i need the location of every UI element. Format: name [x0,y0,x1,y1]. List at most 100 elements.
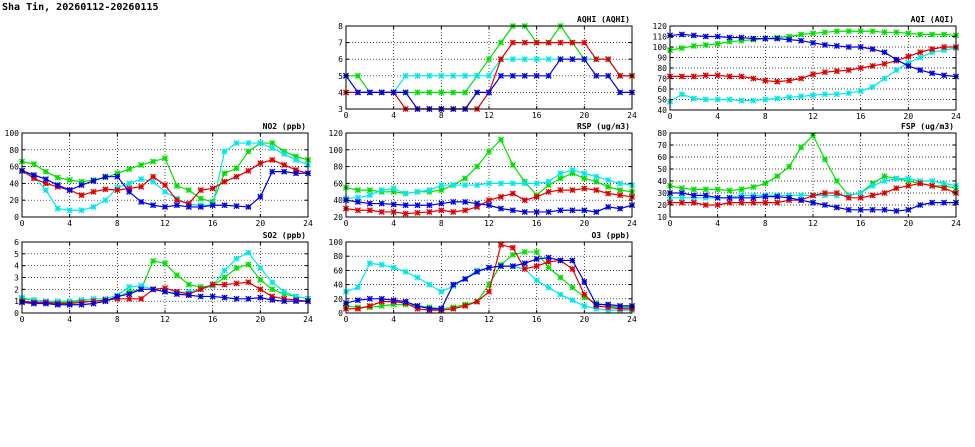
data-point [161,182,169,189]
x-tick-label: 16 [208,315,218,324]
data-point [497,193,504,200]
data-point [497,263,504,270]
y-tick-label: 1 [14,297,19,306]
data-point [569,166,576,174]
x-tick-label: 4 [391,111,396,120]
data-point [173,291,180,298]
data-point [485,180,493,187]
data-point [750,35,757,42]
data-point [521,260,528,267]
data-point [126,291,133,298]
data-point [678,73,685,80]
data-point [233,140,240,147]
data-point [438,182,445,189]
data-point [126,295,133,302]
data-point [185,187,192,194]
data-point [690,186,697,193]
data-point [509,244,516,251]
data-point [929,31,936,38]
data-point [605,301,612,308]
data-point [269,286,276,293]
data-point [881,29,888,36]
data-point [569,284,576,291]
data-point [366,260,373,267]
x-tick-label: 0 [668,112,673,121]
data-point [354,207,361,214]
chart-title: SO2 (ppb) [263,231,306,240]
data-point [738,34,745,41]
data-point [414,202,421,209]
data-point [869,28,876,35]
data-point [521,72,528,79]
x-tick-label: 24 [951,112,961,121]
data-point [798,75,805,82]
data-point [390,89,397,96]
chart-o3-ppb: 0 4 8 12 16 20 24 0 20 40 60 80 100 O3 (ppb) [329,231,637,324]
data-point [450,182,457,189]
data-point [102,197,109,204]
data-point [414,209,421,216]
data-point [762,180,769,187]
y-tick-label: 50 [657,96,667,105]
data-point [533,56,540,63]
y-tick-label: 70 [657,75,667,84]
y-tick-label: 80 [333,163,343,172]
y-tick-label: 2 [14,285,19,294]
y-tick-label: 50 [657,165,667,174]
data-point [821,29,828,36]
y-tick-label: 60 [333,266,343,275]
y-tick-label: 7 [338,39,343,48]
data-point [786,163,793,170]
data-point [462,302,469,309]
data-point [197,187,204,194]
x-tick-label: 8 [115,219,120,228]
data-point [881,173,888,180]
data-point [438,200,445,207]
chart-title: AQHI (AQHI) [577,15,630,24]
series-4 [666,31,960,80]
data-point [678,199,685,206]
data-point [881,177,888,185]
data-point [833,42,840,50]
data-point [390,297,397,304]
data-point [869,46,876,53]
data-point [281,168,288,175]
data-point [557,56,564,63]
data-point [905,62,912,69]
data-point [161,288,169,295]
data-point [714,186,721,193]
data-point [809,192,817,199]
data-point [941,199,948,206]
data-point [390,208,397,216]
data-point [869,192,876,199]
data-point [245,249,252,256]
data-point [762,77,769,84]
data-point [750,194,757,201]
x-tick-label: 0 [20,315,25,324]
data-point [581,39,588,46]
data-point [545,56,552,63]
data-point [354,187,361,194]
y-tick-label: 40 [333,281,343,290]
data-point [474,163,481,170]
data-point [54,301,61,308]
data-point [678,189,685,197]
x-tick-label: 16 [532,111,542,120]
data-point [690,199,697,206]
data-point [762,193,769,200]
data-point [917,31,924,38]
data-point [857,189,864,197]
data-point [786,77,793,84]
data-point [42,176,49,183]
data-point [545,284,552,291]
data-point [545,254,552,261]
data-point [462,275,469,282]
data-point [257,276,264,283]
data-point [881,206,888,213]
data-point [714,96,721,103]
data-point [798,31,805,38]
data-point [581,302,588,309]
data-point [245,148,252,155]
data-point [774,95,781,102]
